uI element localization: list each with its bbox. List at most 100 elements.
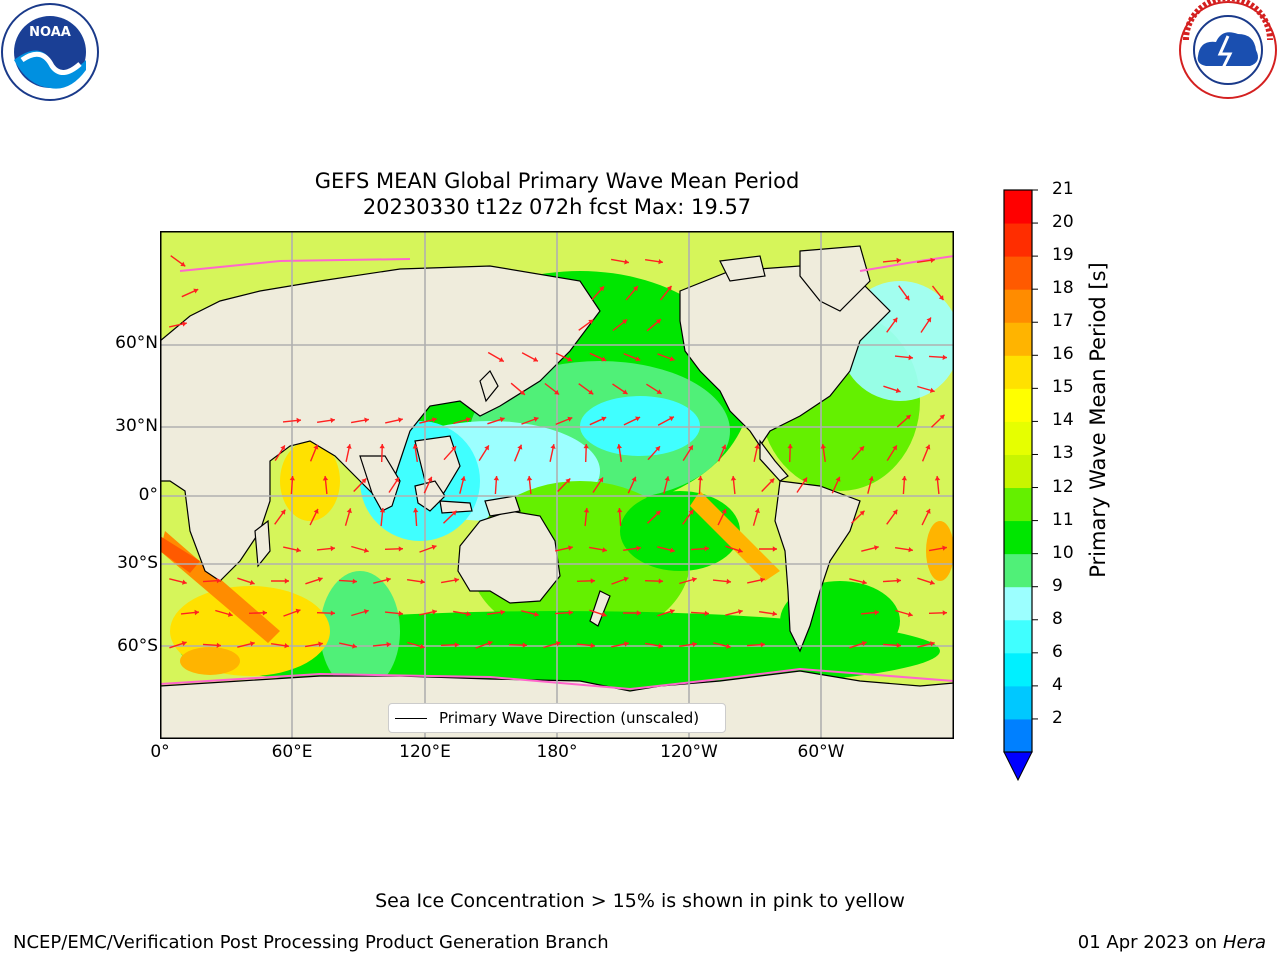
colorbar-tick-label: 20 [1052,212,1074,233]
wave-arrow-head [802,477,807,483]
wave-arrow-head [568,610,573,616]
wave-arrow-head [427,476,433,482]
run-date: 01 Apr 2023 on Hera [1078,932,1266,953]
wave-arrow-head [583,508,590,513]
wave-arrow-head [905,415,911,420]
wave-arrow-head [555,641,561,647]
colorbar-segment [1004,553,1032,588]
wave-arrow-head [500,609,505,615]
wave-arrow-head [835,476,841,482]
wave-arrow-head [451,446,456,452]
wave-arrow-head [330,417,335,423]
wave-arrow-head [896,642,901,648]
colorbar-tick-label: 2 [1052,707,1063,728]
colorbar-under-arrow [1003,751,1033,782]
colorbar-tick-label: 14 [1052,410,1074,431]
wave-arrow-head [568,545,573,551]
lat-label-30n: 30°N [115,416,158,436]
wave-arrow-head [907,611,913,617]
wave-arrow-head [896,257,901,264]
colorbar-segment [1004,520,1032,555]
wave-arrow-head [631,476,637,482]
wave-arrow-head [669,609,675,615]
colorbar-tick-label: 9 [1052,575,1063,596]
wave-arrow-head [861,641,867,647]
wave-arrow-head [280,445,285,451]
wave-arrow-head [533,356,538,362]
wave-arrow-head [498,357,504,362]
colorbar-tick-label: 4 [1052,674,1063,695]
wave-arrow-head [635,356,641,362]
wave-arrow-head [249,579,255,585]
wave-arrow-head [280,509,286,515]
map-legend: Primary Wave Direction (unscaled) [388,703,726,733]
lon-label-120w: 120°W [660,742,718,762]
wave-arrow-head [465,417,471,423]
colorbar-frame [1003,189,1033,753]
wave-arrow-head [432,417,437,423]
wave-arrow-head [216,578,221,584]
legend-line-sample [395,717,427,719]
lon-label-120e: 120°E [399,742,451,762]
wave-arrow-head [590,578,595,584]
wave-arrow-head [590,642,595,649]
wave-arrow-head [262,610,267,616]
wave-arrow-head [379,444,385,449]
wave-arrow-head [655,510,661,516]
wave-arrow-head [658,578,663,584]
wave-arrow-head [601,416,607,422]
wave-arrow-head [658,259,663,265]
wave-arrow-head [726,578,731,585]
wave-arrow-head [599,286,604,292]
wave-arrow-head [934,476,941,481]
colorbar-segment [1004,322,1032,356]
wave-arrow-head [284,578,289,584]
wave-period-map [160,231,954,739]
wave-arrow-head [227,611,233,617]
wave-arrow-head [602,547,607,553]
colorbar-tick-label: 17 [1052,311,1074,332]
colorbar-segment [1004,355,1032,389]
wave-arrow-head [737,547,743,553]
colorbar-tick-label: 6 [1052,641,1063,662]
colorbar-tick-label: 11 [1052,509,1074,530]
wave-arrow-head [526,476,533,481]
noaa-logo: NOAA [1,3,99,101]
wave-arrow-head [363,547,369,553]
colorbar-segment [1004,388,1032,422]
wave-arrow-head [874,545,879,551]
wave-arrow-head [413,508,419,513]
wave-arrow-head [691,577,697,583]
wave-arrow-head [194,609,199,616]
wave-arrow-head [346,508,352,514]
wave-arrow-head [726,643,731,649]
wave-arrow-head [787,444,793,449]
wave-arrow-head [567,416,573,422]
wave-arrow-head [499,417,505,423]
wave-arrow-head [379,508,386,513]
wave-arrow-head [317,577,323,583]
wave-arrow-head [534,611,539,617]
wave-arrow-head [352,578,357,584]
wave-arrow-head [868,476,874,481]
lat-label-60s: 60°S [117,636,158,656]
colorbar-segment [1004,619,1032,654]
wave-arrow-head [420,579,425,585]
wave-arrow-head [601,356,607,362]
wave-arrow-head [658,643,663,649]
wave-arrow-head [669,416,674,422]
wave-arrow-head [730,476,737,481]
colorbar-segment [1004,586,1032,621]
wave-arrow-head [322,476,329,481]
wave-arrow-head [908,354,913,361]
lat-label-0: 0° [138,485,158,505]
wave-arrow-head [583,444,589,449]
wave-arrow-head [284,643,289,649]
lat-label-60n: 60°N [115,333,158,353]
wave-arrow-head [363,609,369,615]
wave-arrow-head [565,478,571,484]
wave-arrow-head [588,389,594,395]
colorbar-segment [1004,718,1032,753]
wave-arrow-head [925,444,931,450]
colorbar-segment [1004,190,1032,224]
